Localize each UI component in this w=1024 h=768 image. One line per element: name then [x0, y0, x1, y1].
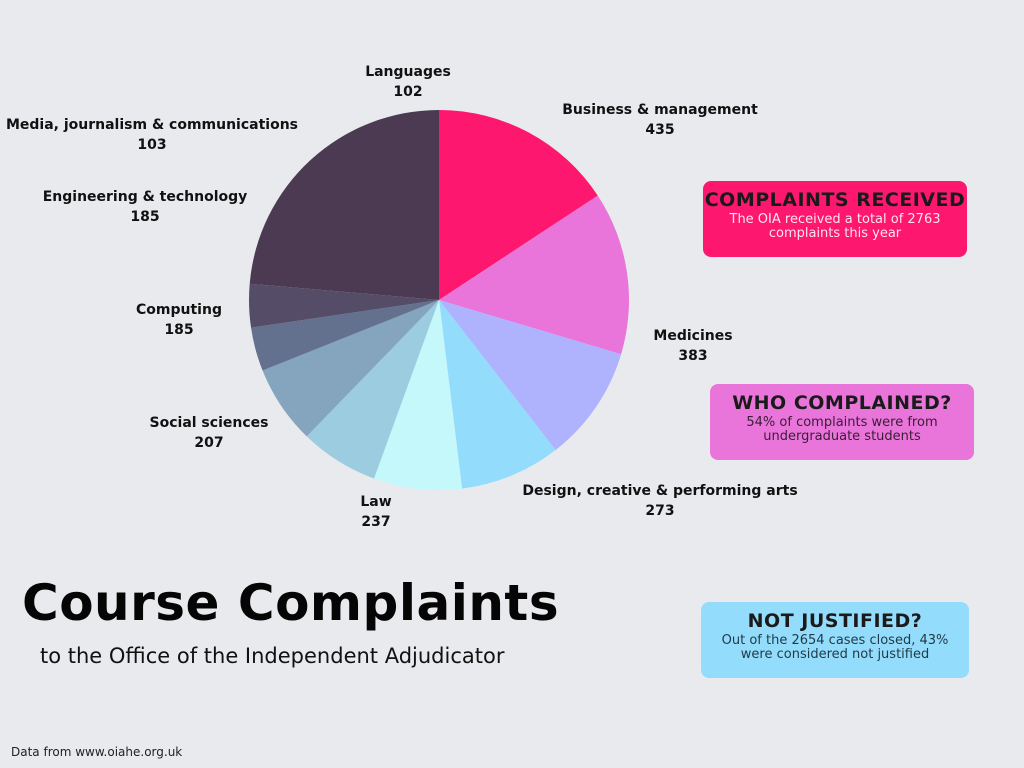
- who-complained-text: 54% of complaints were from undergraduat…: [746, 415, 938, 444]
- not-justified-box: NOT JUSTIFIED? Out of the 2654 cases clo…: [701, 602, 969, 678]
- not-justified-title: NOT JUSTIFIED?: [747, 610, 923, 632]
- label-languages: Languages 102: [358, 62, 458, 102]
- label-languages-name: Languages: [365, 64, 451, 80]
- label-business-name: Business & management: [562, 102, 758, 118]
- pie-slice-7: [251, 300, 439, 371]
- label-languages-value: 102: [393, 84, 423, 100]
- label-law-value: 237: [361, 514, 391, 530]
- pie-slice-2: [439, 300, 622, 451]
- label-media-value: 103: [137, 137, 167, 153]
- label-computing-name: Computing: [136, 302, 222, 318]
- label-computing: Computing 185: [119, 300, 239, 340]
- label-business: Business & management 435: [560, 100, 760, 140]
- label-social: Social sciences 207: [139, 413, 279, 453]
- complaints-received-title: COMPLAINTS RECEIVED: [704, 189, 966, 211]
- pie-slice-8: [249, 283, 439, 328]
- label-business-value: 435: [645, 122, 675, 138]
- label-engineering-value: 185: [130, 209, 160, 225]
- pie-slice-1: [439, 195, 630, 355]
- label-medicines: Medicines 383: [633, 326, 753, 366]
- label-design-value: 273: [645, 503, 675, 519]
- who-complained-title: WHO COMPLAINED?: [732, 392, 952, 414]
- label-social-value: 207: [194, 435, 224, 451]
- label-computing-value: 185: [164, 322, 194, 338]
- who-complained-box: WHO COMPLAINED? 54% of complaints were f…: [710, 384, 974, 460]
- label-design-name: Design, creative & performing arts: [522, 483, 798, 499]
- label-media-name: Media, journalism & communications: [5, 117, 299, 133]
- label-medicines-value: 383: [678, 348, 708, 364]
- pie-slice-3: [439, 300, 556, 489]
- source-note: Data from www.oiahe.org.uk: [11, 745, 183, 759]
- not-justified-text: Out of the 2654 cases closed, 43% were c…: [721, 633, 949, 662]
- pie-slice-0: [439, 110, 598, 300]
- label-engineering: Engineering & technology 185: [40, 187, 250, 227]
- label-social-name: Social sciences: [149, 415, 269, 431]
- pie-slice-remaining: [249, 110, 439, 300]
- pie-slice-4: [374, 300, 463, 490]
- label-engineering-name: Engineering & technology: [42, 189, 248, 205]
- label-design: Design, creative & performing arts 273: [520, 481, 800, 521]
- pie-slice-5: [306, 300, 439, 479]
- page-subtitle: to the Office of the Independent Adjudic…: [40, 644, 505, 668]
- pie-slice-6: [262, 300, 439, 437]
- label-medicines-name: Medicines: [653, 328, 733, 344]
- label-media: Media, journalism & communications 103: [2, 115, 302, 155]
- complaints-received-text: The OIA received a total of 2763 complai…: [729, 212, 941, 241]
- label-law-name: Law: [360, 494, 392, 510]
- label-law: Law 237: [336, 492, 416, 532]
- page-title: Course Complaints: [22, 574, 560, 632]
- complaints-received-box: COMPLAINTS RECEIVED The OIA received a t…: [703, 181, 967, 257]
